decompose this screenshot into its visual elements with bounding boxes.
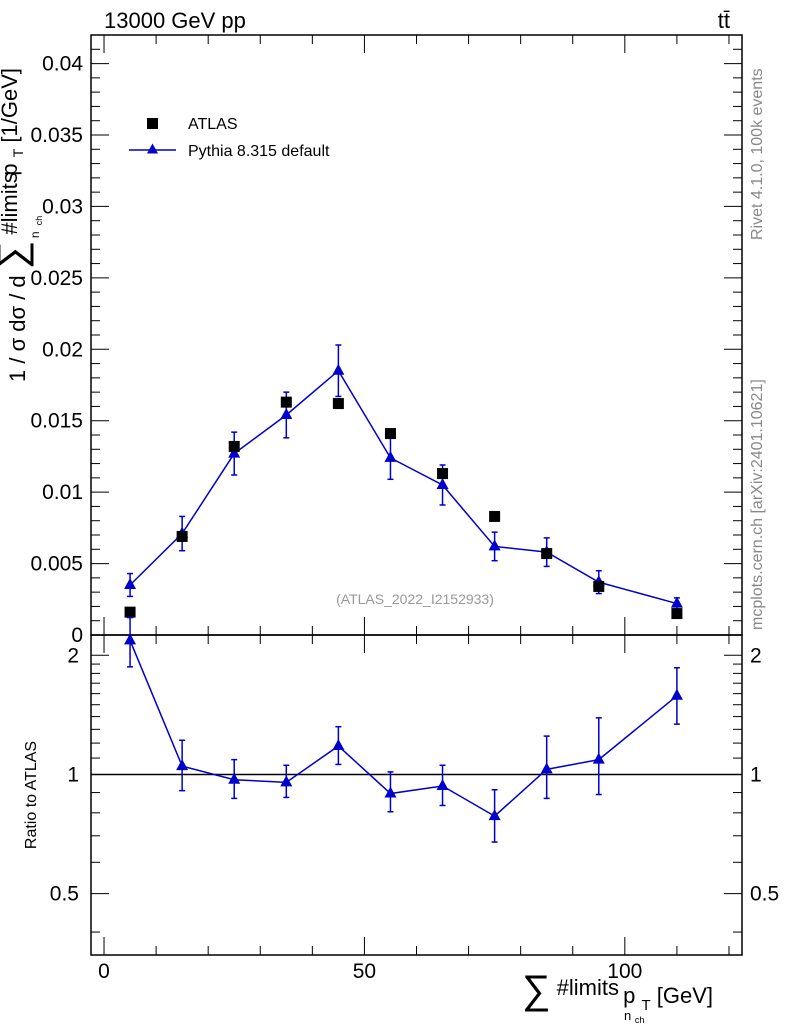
atlas-point	[228, 440, 240, 452]
pythia-point	[124, 578, 137, 589]
atlas-point	[124, 606, 136, 618]
pythia-point	[384, 450, 397, 462]
atlas-point	[437, 468, 449, 480]
ratio-tick-label-right: 1	[750, 763, 762, 786]
y-tick-label: 0.04	[42, 53, 83, 76]
x-axis-title: ∑ #limits p T [GeV] n ch	[522, 968, 713, 1025]
pythia-point	[280, 408, 293, 419]
ratio-axis-title: Ratio to ATLAS	[23, 741, 40, 849]
y-axis-title-limits: #limits	[0, 172, 22, 234]
ratio-tick-label: 1	[67, 763, 79, 786]
y-tick-label: 0.025	[30, 267, 83, 290]
ratio-point	[436, 779, 449, 791]
legend-atlas-marker	[147, 118, 158, 129]
x-axis-title-nch-sub: ch	[635, 1015, 645, 1024]
y-axis-title-main: 1 / σ dσ / d	[5, 275, 30, 382]
y-tick-label: 0.035	[30, 124, 83, 147]
ratio-tick-label: 0.5	[50, 883, 79, 906]
y-tick-label: 0	[71, 624, 83, 647]
svg-text:n ch: n ch	[624, 1008, 644, 1024]
pythia-point	[488, 539, 501, 551]
legend-atlas-label: ATLAS	[188, 116, 238, 133]
x-axis-title-T: T	[641, 997, 650, 1014]
y-tick-label: 0.01	[42, 481, 83, 504]
atlas-point	[593, 580, 605, 592]
pythia-point	[436, 478, 449, 489]
atlas-point	[280, 396, 292, 408]
y-tick-label: 0.03	[42, 195, 83, 218]
y-axis-title-T: T	[10, 148, 26, 157]
ratio-point	[280, 775, 293, 787]
ratio-point	[384, 786, 397, 798]
y-tick-label: 0.015	[30, 410, 83, 433]
ratio-series-line	[129, 640, 678, 818]
process-label: tt̄	[718, 8, 730, 33]
y-axis-title: 1 / σ dσ / d ∑ #limits n ch p T [1/GeV]	[0, 68, 47, 382]
y-tick-label: 0.02	[42, 338, 83, 361]
ratio-tick-label-right: 0.5	[750, 883, 779, 906]
x-axis-title-sum: ∑	[522, 968, 551, 1012]
y-axis-title-sum: ∑	[0, 241, 34, 270]
pythia-series-line	[129, 369, 678, 605]
ratio-point	[228, 772, 241, 784]
atlas-point	[176, 530, 188, 542]
y-axis-title-unit: [1/GeV]	[0, 68, 22, 143]
y-axis-title-nch-sub: ch	[34, 216, 44, 226]
pythia-point	[332, 363, 345, 375]
atlas-point	[384, 428, 396, 440]
atlas-point	[671, 608, 683, 620]
ratio-point	[124, 633, 137, 645]
ratio-point	[670, 688, 683, 700]
energy-label: 13000 GeV pp	[104, 8, 246, 33]
svg-text:∑ #limits p: ∑ #limits p T [GeV]	[522, 968, 713, 1015]
legend-pythia-label: Pythia 8.315 default	[188, 143, 330, 160]
legend-pythia-marker	[147, 143, 158, 154]
mcplots-label: mcplots.cern.ch [arXiv:2401.10621]	[749, 379, 766, 630]
x-tick-label: 0	[98, 960, 110, 983]
analysis-label: (ATLAS_2022_I2152933)	[336, 591, 494, 607]
ratio-point	[592, 752, 605, 764]
ratio-tick-label-right: 2	[750, 644, 762, 667]
ratio-point	[488, 809, 501, 821]
x-axis-title-unit: [GeV]	[657, 983, 713, 1008]
svg-text:1 / σ dσ / d ∑ #li: 1 / σ dσ / d ∑ #limits n ch p T [1/GeV]	[0, 68, 47, 382]
ratio-point	[540, 762, 553, 774]
x-axis-title-p: p	[623, 983, 635, 1008]
x-tick-label: 100	[607, 960, 642, 983]
ratio-plot-frame	[90, 634, 743, 956]
pythia-point	[670, 596, 683, 608]
x-axis-title-limits: #limits	[557, 975, 619, 1000]
pythia-point	[228, 446, 241, 458]
atlas-point	[541, 548, 553, 560]
y-axis-title-nch: n	[28, 231, 42, 238]
y-tick-label: 0.005	[30, 553, 83, 576]
atlas-point	[332, 398, 344, 410]
x-axis-title-nch: n	[624, 1008, 631, 1023]
legend: ATLAS Pythia 8.315 default	[129, 116, 330, 160]
x-tick-label: 50	[353, 960, 376, 983]
y-axis-title-p: p	[0, 163, 22, 175]
atlas-point	[489, 510, 501, 522]
ratio-point	[332, 738, 345, 750]
ratio-tick-label: 2	[67, 644, 79, 667]
ratio-point	[176, 759, 189, 771]
rivet-label: Rivet 4.1.0, 100k events	[749, 68, 766, 240]
